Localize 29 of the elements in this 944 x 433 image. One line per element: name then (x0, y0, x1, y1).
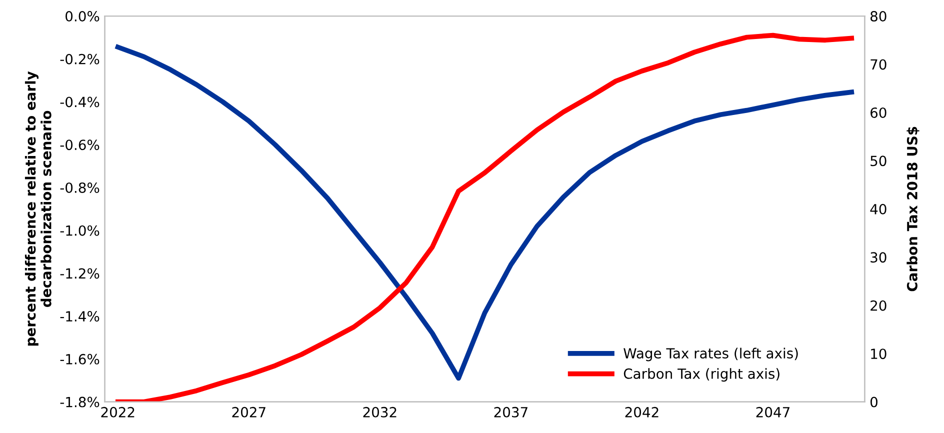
x-tick-label: 2032 (363, 406, 396, 418)
y-axis-title: percent difference relative to early decarbonization scenario (24, 71, 52, 346)
y-tick-label: -0.6% (60, 140, 100, 150)
x-tick-label: 2042 (625, 406, 658, 418)
y-tick-label: -0.4% (60, 96, 100, 108)
y2-axis-title: Carbon Tax 2018 US$ (906, 126, 920, 292)
y-tick-label: -1.6% (60, 354, 100, 364)
y-tick-label: -1.0% (60, 225, 100, 236)
y2-tick-label: 20 (870, 300, 886, 311)
y-tick-label: -1.2% (60, 268, 100, 279)
y-tick-label: 0.0% (66, 10, 100, 22)
y2-tick-label: 0 (870, 396, 878, 408)
x-tick-label: 2037 (494, 406, 528, 418)
x-tick-label: 2047 (756, 406, 790, 418)
legend-label: Carbon Tax (right axis) (624, 368, 780, 382)
y2-tick-label: 30 (870, 252, 886, 263)
y2-tick-label: 50 (870, 156, 886, 166)
x-tick-label: 2027 (232, 406, 266, 418)
y2-tick-label: 80 (870, 10, 886, 22)
y2-tick-label: 60 (870, 107, 886, 118)
legend-label: Wage Tax rates (left axis) (624, 348, 798, 362)
y-tick-label: -0.2% (60, 54, 100, 64)
y2-tick-label: 40 (870, 204, 886, 214)
y2-tick-label: 10 (871, 348, 886, 360)
y-tick-label: -1.8% (60, 396, 100, 408)
y-tick-label: -0.8% (60, 182, 100, 193)
x-tick-label: 2022 (101, 406, 134, 418)
y2-tick-label: 70 (870, 59, 886, 70)
y-tick-label: -1.4% (60, 311, 100, 322)
